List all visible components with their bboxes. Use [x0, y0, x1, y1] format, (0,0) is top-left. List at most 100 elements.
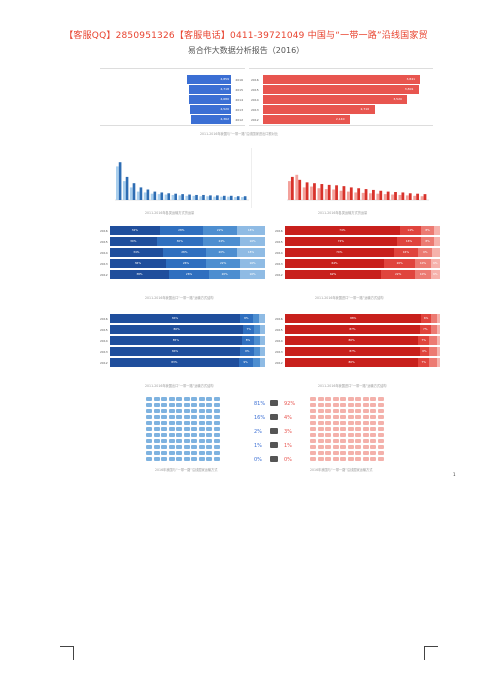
stack-segment: 28% [159, 226, 203, 235]
picto-row [146, 409, 220, 413]
mini-bar-light [157, 194, 161, 200]
ship-icon [362, 403, 369, 407]
ship-icon [355, 403, 361, 407]
ship-icon [310, 427, 316, 431]
stack-row-label: 2014 [275, 251, 283, 255]
stack-segment-value: 16% [402, 250, 409, 254]
stack-segment-value: 10% [419, 261, 427, 265]
transport-mode-icon [270, 428, 278, 434]
mini-bar-light [339, 190, 343, 200]
mini-bar-light [310, 186, 313, 200]
stack-row-label: 2014 [100, 251, 108, 255]
stack-segment-value: 10% [419, 272, 427, 276]
picto-row [310, 421, 384, 425]
mini-bar-light [227, 196, 230, 200]
stack-segment: 14% [399, 226, 422, 235]
ship-icon [153, 415, 160, 419]
hbar-bar [189, 105, 231, 114]
stack-segment-value: 6% [433, 272, 438, 276]
stack-segment [436, 325, 440, 334]
stack-segment: 18% [237, 248, 265, 257]
ship-icon [191, 397, 197, 401]
hbar-value-label: 2,710 [360, 107, 370, 111]
stack-segment [429, 336, 437, 345]
stack-row: 84% 8% [110, 314, 265, 323]
ship-icon [213, 433, 220, 437]
transport-mode-icon [270, 442, 278, 448]
ship-icon [332, 415, 339, 419]
stack-segment-value: 20% [221, 272, 228, 276]
stack-segment-value: 16% [249, 239, 256, 243]
stack-segment-value: 22% [220, 261, 227, 265]
ship-icon [191, 403, 197, 407]
stack-segment-value: 87% [349, 327, 356, 331]
mini-bar [167, 193, 171, 200]
mini-bar-light [143, 192, 147, 200]
ship-icon [176, 427, 182, 431]
stack-segment: 70% [285, 248, 394, 257]
ship-icon [332, 397, 339, 401]
ship-icon [183, 403, 190, 407]
mini-bar-light [136, 191, 140, 200]
picto-caption-right: 2016年我国与“一带一路”沿线国家运输方式 [310, 468, 373, 472]
ship-icon [168, 397, 175, 401]
ship-icon [183, 457, 190, 461]
stack-row: 36% 26% 22% 16% [110, 259, 265, 268]
ship-icon [168, 457, 175, 461]
ship-icon [206, 397, 212, 401]
stack-segment: 6% [421, 314, 431, 323]
ship-icon [325, 445, 331, 449]
mini-bar-light [405, 195, 409, 200]
stack-segment: 7% [418, 358, 430, 367]
ship-icon [332, 409, 339, 413]
ship-icon [377, 421, 384, 425]
stack-row: 62% 22% 10% 6% [285, 270, 440, 279]
hbar-year-label: 2016 [251, 77, 259, 82]
ship-icon [325, 451, 331, 455]
mini-bar [139, 187, 143, 200]
ship-icon [213, 397, 220, 401]
stack-segment-value: 38% [136, 272, 143, 276]
stack-segment: 6% [430, 259, 440, 268]
stack-row-label: 2015 [100, 328, 108, 332]
ship-icon [176, 415, 182, 419]
mini-bar [394, 192, 397, 200]
picto-row [310, 409, 384, 413]
picto-left-pct: 81% [254, 401, 266, 407]
stack-row-label: 2012 [275, 273, 283, 277]
stack-row-label: 2015 [275, 240, 283, 244]
ship-icon [161, 439, 167, 443]
ship-icon [317, 415, 324, 419]
stack-row-label: 2015 [275, 328, 283, 332]
mini-bar [160, 192, 164, 200]
ship-icon [332, 445, 339, 449]
picto-row [146, 403, 220, 407]
picto-row [146, 421, 220, 425]
stack-segment: 10% [415, 270, 431, 279]
ship-icon [377, 409, 384, 413]
picto-row [146, 439, 220, 443]
ship-icon [161, 403, 167, 407]
stack-segment: 18% [237, 226, 265, 235]
mini-right-caption: 2011-2016年各类运输方式货运量 [318, 211, 368, 215]
stack-segment-value: 32% [131, 228, 138, 232]
stack-segment: 20% [384, 259, 416, 268]
mini-bar-light [150, 193, 154, 200]
stack-row: 34% 28% 20% 18% [110, 248, 265, 257]
hbar-bar [263, 115, 350, 124]
stack-row-label: 2014 [100, 339, 108, 343]
ship-icon [206, 415, 212, 419]
ship-icon [191, 415, 197, 419]
ship-icon [362, 427, 369, 431]
stack-segment-value: 30% [176, 239, 183, 243]
ship-icon [362, 433, 369, 437]
ship-icon [340, 433, 346, 437]
ship-icon [310, 439, 316, 443]
hbar-year-label: 2012 [235, 117, 243, 122]
ship-icon [146, 415, 152, 419]
stack-segment [433, 237, 440, 246]
stack-segment: 85% [110, 336, 242, 345]
mini-bar [229, 195, 233, 200]
stack-row-label: 2012 [100, 361, 108, 365]
mini-bar [349, 187, 353, 200]
